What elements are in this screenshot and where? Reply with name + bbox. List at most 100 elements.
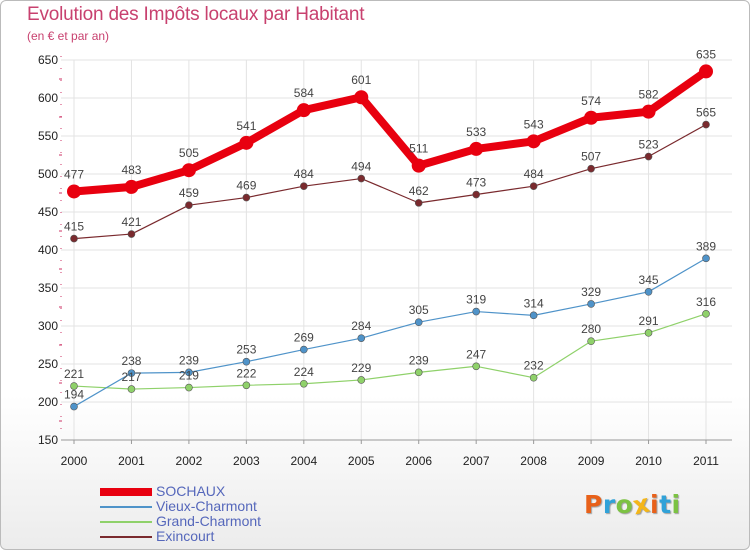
- point-vieux-charmont-2008: [529, 311, 538, 320]
- data-label-grand-charmont-2003: 222: [236, 366, 256, 380]
- y-tick-label-500: 500: [38, 167, 58, 181]
- y-tick-label-400: 400: [38, 243, 58, 257]
- point-sochaux-2010: [641, 104, 656, 119]
- point-grand-charmont-2008: [529, 373, 538, 382]
- point-exincourt-2008: [529, 182, 538, 190]
- y-tick-label-350: 350: [38, 281, 58, 295]
- point-sochaux-2004: [296, 103, 311, 118]
- data-label-exincourt-2005: 494: [351, 160, 371, 174]
- point-vieux-charmont-2003: [242, 357, 251, 366]
- data-label-exincourt-2009: 507: [581, 150, 601, 164]
- y-tick-label-150: 150: [38, 433, 58, 447]
- y-tick-label-650: 650: [38, 53, 58, 67]
- axes: 150 200 250 300 350 400 450 500 550 600 650 2000 200…: [38, 53, 732, 468]
- x-tick-label-2007: 2007: [463, 454, 490, 468]
- x-tick-label-2001: 2001: [118, 454, 145, 468]
- series-line-exincourt: [73, 124, 707, 240]
- data-label-vieux-charmont-2005: 284: [351, 319, 371, 333]
- data-label-exincourt-2006: 462: [409, 184, 429, 198]
- legend-label-sochaux: SOCHAUX: [156, 483, 226, 499]
- point-sochaux-2005: [354, 90, 369, 105]
- logo-letter: i: [650, 490, 660, 519]
- data-label-vieux-charmont-2006: 305: [409, 303, 429, 317]
- data-label-grand-charmont-2009: 280: [581, 322, 601, 336]
- point-exincourt-2001: [127, 230, 136, 238]
- point-sochaux-2006: [411, 158, 426, 173]
- data-label-sochaux-2004: 584: [294, 86, 314, 100]
- data-label-exincourt-2002: 459: [179, 186, 199, 200]
- y-tick-label-550: 550: [38, 129, 58, 143]
- logo-letter: r: [602, 490, 616, 519]
- data-label-exincourt-2011: 565: [696, 106, 716, 120]
- data-label-grand-charmont-2006: 239: [409, 353, 429, 367]
- data-label-grand-charmont-2011: 316: [696, 295, 716, 309]
- chart-subtitle: (en € et par an): [27, 29, 110, 43]
- point-grand-charmont-2000: [70, 382, 78, 390]
- y-tick-label-250: 250: [38, 357, 58, 371]
- data-label-vieux-charmont-2001: 238: [121, 354, 141, 368]
- x-tick-label-2005: 2005: [348, 454, 375, 468]
- point-exincourt-2006: [414, 199, 423, 207]
- data-label-vieux-charmont-2009: 329: [581, 285, 601, 299]
- point-grand-charmont-2002: [185, 383, 193, 392]
- x-tick-label-2008: 2008: [520, 454, 547, 468]
- x-tick-label-2009: 2009: [578, 454, 605, 468]
- data-label-sochaux-2001: 483: [121, 163, 141, 177]
- point-grand-charmont-2007: [472, 362, 480, 371]
- point-vieux-charmont-2004: [300, 345, 308, 354]
- point-exincourt-2002: [185, 201, 193, 209]
- point-sochaux-2011: [699, 64, 713, 79]
- point-grand-charmont-2010: [644, 329, 653, 337]
- data-label-vieux-charmont-2008: 314: [524, 296, 544, 310]
- data-label-grand-charmont-2010: 291: [639, 314, 659, 328]
- point-grand-charmont-2009: [587, 337, 595, 346]
- data-label-grand-charmont-2000: 221: [64, 367, 84, 381]
- data-label-sochaux-2000: 477: [64, 167, 84, 181]
- legend-swatch-vieux-charmont: [100, 506, 152, 508]
- point-sochaux-2008: [526, 134, 541, 149]
- point-grand-charmont-2011: [702, 310, 710, 318]
- point-vieux-charmont-2009: [587, 300, 595, 308]
- point-vieux-charmont-2002: [185, 368, 193, 377]
- point-sochaux-2007: [469, 141, 484, 156]
- data-label-vieux-charmont-2004: 269: [294, 331, 314, 345]
- point-grand-charmont-2006: [414, 368, 423, 377]
- point-exincourt-2011: [702, 120, 710, 129]
- series-line-sochaux: [73, 68, 709, 196]
- legend-label-vieux-charmont: Vieux-Charmont: [156, 498, 257, 514]
- data-label-vieux-charmont-2010: 345: [639, 273, 659, 287]
- data-label-vieux-charmont-2011: 389: [696, 239, 716, 253]
- data-label-sochaux-2008: 543: [524, 117, 544, 131]
- data-label-vieux-charmont-2000: 194: [64, 388, 84, 402]
- data-label-grand-charmont-2004: 224: [294, 365, 314, 379]
- data-label-grand-charmont-2001: 217: [121, 370, 141, 384]
- data-label-exincourt-2001: 421: [121, 215, 141, 229]
- point-grand-charmont-2005: [357, 376, 366, 384]
- x-tick-label-2000: 2000: [61, 454, 88, 468]
- point-grand-charmont-2003: [242, 381, 251, 390]
- series: [67, 64, 713, 411]
- legend-swatch-exincourt: [100, 536, 152, 538]
- legend-label-grand-charmont: Grand-Charmont: [156, 513, 262, 529]
- point-sochaux-2009: [584, 110, 599, 125]
- logo-letter: i: [671, 490, 681, 519]
- series-line-grand-charmont: [73, 313, 707, 390]
- point-vieux-charmont-2007: [472, 307, 480, 316]
- point-vieux-charmont-2006: [414, 318, 423, 327]
- x-tick-label-2011: 2011: [693, 454, 719, 468]
- series-line-vieux-charmont: [73, 257, 707, 408]
- point-vieux-charmont-2000: [70, 402, 78, 411]
- data-label-sochaux-2007: 533: [466, 125, 486, 139]
- point-exincourt-2007: [472, 190, 480, 199]
- point-sochaux-2002: [181, 163, 196, 178]
- data-labels: 477 483 505 541 584 601 511 533 543 574 582 635 194 2…: [64, 47, 716, 401]
- x-tick-label-2006: 2006: [405, 454, 432, 468]
- y-tick-label-200: 200: [38, 395, 58, 409]
- data-label-grand-charmont-2005: 229: [351, 361, 371, 375]
- x-tick-label-2003: 2003: [233, 454, 260, 468]
- data-label-exincourt-2004: 484: [294, 167, 314, 181]
- point-vieux-charmont-2010: [644, 287, 653, 296]
- point-vieux-charmont-2001: [127, 369, 136, 377]
